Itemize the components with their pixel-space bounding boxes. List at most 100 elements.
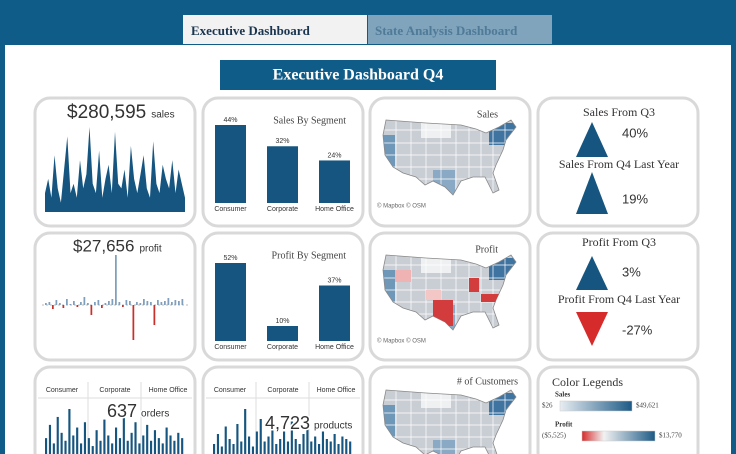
column-header: Consumer <box>46 387 79 394</box>
breakdown-bar <box>244 409 247 454</box>
breakdown-bar <box>126 440 129 454</box>
bar-label: 32% <box>275 138 289 145</box>
breakdown-label: products <box>314 421 352 432</box>
breakdown-bar <box>60 432 63 454</box>
profit-bar <box>76 305 79 307</box>
profit-bar <box>118 302 121 305</box>
breakdown-bar <box>103 419 106 454</box>
profit-bar <box>59 303 61 305</box>
breakdown-bar <box>275 444 278 454</box>
breakdown-bar <box>161 443 164 454</box>
breakdown-bar <box>294 439 297 454</box>
breakdown-bar <box>306 426 309 454</box>
breakdown-value: 4,723 <box>265 413 310 433</box>
breakdown-value: 637 <box>107 401 137 421</box>
breakdown-bar <box>236 424 239 454</box>
legend-min: $26 <box>542 402 553 410</box>
tab-active[interactable] <box>183 15 367 44</box>
breakdown-bar <box>283 431 286 454</box>
bar-label: 24% <box>327 152 341 159</box>
comparison-label: Sales From Q3 <box>583 105 655 119</box>
profit-bar <box>136 302 138 305</box>
breakdown-bar <box>349 441 352 454</box>
profit-bar <box>104 303 107 305</box>
kpi-label: sales <box>151 110 174 121</box>
breakdown-bar <box>107 435 110 454</box>
profit-bar <box>69 304 72 305</box>
breakdown-bar <box>68 409 71 454</box>
segment-bar <box>319 160 350 203</box>
column-header: Corporate <box>99 387 130 394</box>
breakdown-bar <box>83 422 87 454</box>
trend-arrow <box>576 172 608 214</box>
column-header: Consumer <box>214 387 247 394</box>
breakdown-bar <box>259 419 262 454</box>
profit-bar <box>80 302 82 305</box>
profit-bar <box>115 255 117 305</box>
breakdown-bar <box>341 436 344 454</box>
card <box>536 231 700 362</box>
comparison-label: Sales From Q4 Last Year <box>559 157 679 171</box>
breakdown-bar <box>279 439 282 454</box>
card <box>536 96 700 228</box>
breakdown-bar <box>310 441 313 454</box>
profit-bar <box>150 302 152 305</box>
profit-bar <box>157 300 159 305</box>
breakdown-bar <box>111 443 114 454</box>
tab-label[interactable]: State Analysis Dashboard <box>375 23 518 38</box>
breakdown-bar <box>118 438 122 454</box>
trend-arrow <box>576 312 608 346</box>
profit-bar <box>125 300 128 305</box>
profit-bar <box>132 305 135 340</box>
legend-min: ($5,525) <box>542 432 567 440</box>
breakdown-bar <box>255 431 258 454</box>
breakdown-bar <box>95 430 98 454</box>
breakdown-bar <box>45 438 48 454</box>
breakdown-bar <box>220 446 223 454</box>
profit-bar <box>48 302 51 305</box>
breakdown-bar <box>142 435 145 454</box>
breakdown-bar <box>99 440 102 454</box>
profit-bar <box>146 301 149 305</box>
profit-bar <box>164 301 166 305</box>
breakdown-bar <box>181 438 184 454</box>
breakdown-bar <box>271 429 274 454</box>
breakdown-bar <box>263 441 266 454</box>
breakdown-bar <box>91 446 94 454</box>
breakdown-bar <box>337 444 340 454</box>
profit-bar <box>178 301 180 305</box>
breakdown-bar <box>240 441 243 454</box>
profit-bar <box>94 302 96 305</box>
profit-bar <box>153 305 156 325</box>
breakdown-bar <box>134 422 137 454</box>
breakdown-bar <box>177 432 180 454</box>
trend-arrow <box>576 122 608 157</box>
profit-bar <box>52 305 54 309</box>
breakdown-bar <box>115 427 118 454</box>
category-label: Corporate <box>267 206 298 213</box>
breakdown-bar <box>87 438 90 454</box>
map-credit: © Mapbox © OSM <box>377 203 426 210</box>
breakdown-bar <box>130 432 133 454</box>
category-label: Corporate <box>267 344 298 351</box>
breakdown-bar <box>248 436 251 454</box>
legend-name: Profit <box>555 421 573 429</box>
profit-bar <box>55 300 58 305</box>
profit-bar <box>97 300 100 305</box>
breakdown-label: orders <box>141 409 169 420</box>
breakdown-bar <box>48 424 52 454</box>
profit-bar <box>62 305 65 308</box>
tab[interactable] <box>368 15 552 44</box>
breakdown-bar <box>333 434 336 454</box>
bar-label: 52% <box>223 255 237 262</box>
breakdown-bar <box>64 440 67 454</box>
profit-bar <box>181 299 184 305</box>
breakdown-bar <box>56 416 59 454</box>
tab-label[interactable]: Executive Dashboard <box>191 23 311 38</box>
breakdown-bar <box>157 438 160 454</box>
breakdown-bar <box>76 427 79 454</box>
breakdown-bar <box>138 443 141 454</box>
profit-bar <box>122 305 124 307</box>
profit-bar <box>160 302 163 305</box>
